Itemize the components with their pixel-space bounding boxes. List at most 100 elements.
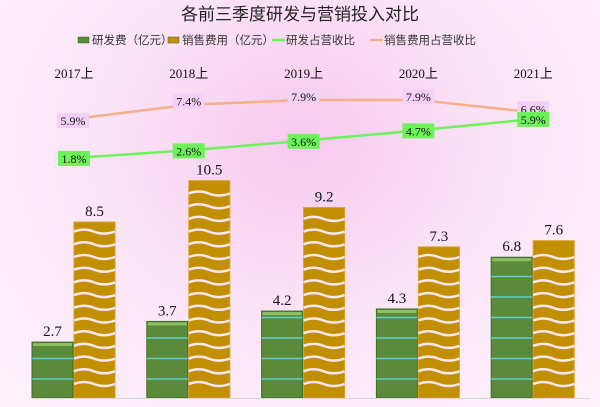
- point-label-bg: [287, 88, 320, 104]
- bar-stripe: [303, 380, 346, 388]
- chart-title: 各前三季度研发与营销投入对比: [181, 5, 419, 24]
- category-label: 2021上: [514, 66, 553, 81]
- rd-bar: [261, 310, 304, 399]
- point-value-label: 7.9%: [291, 90, 316, 104]
- bar-stripe: [417, 291, 460, 299]
- legend-swatch-0: [77, 36, 90, 44]
- bar-value-label: 9.2: [315, 190, 334, 206]
- bar-stripe: [188, 266, 231, 273]
- bar-value-label: 10.5: [196, 163, 222, 179]
- bar-stripe: [532, 279, 575, 286]
- category-labels: 2017上 2018上 2019上 2020上 2021上: [54, 66, 552, 81]
- bar-stripe: [303, 329, 346, 337]
- sales-bar: [188, 180, 231, 399]
- bar-stripe: [532, 253, 575, 261]
- bar-stripe: [303, 266, 346, 273]
- point-value-label: 7.4%: [176, 95, 201, 109]
- bar-stripe: [188, 202, 231, 210]
- point-label-bg: [58, 150, 90, 166]
- bar-stripe: [303, 368, 346, 375]
- bar-stripe: [417, 279, 460, 286]
- point-label-bg: [287, 133, 320, 149]
- bar-value-label: 2.7: [43, 324, 62, 340]
- bar-stripe: [73, 241, 116, 248]
- point-label-bg: [402, 88, 435, 104]
- bar-stripe: [532, 291, 575, 299]
- bar-stripe: [188, 304, 231, 312]
- bar-stripe: [303, 279, 346, 286]
- bar-stripe: [303, 215, 346, 223]
- bar-stripe: [73, 329, 116, 337]
- bar-stripe: [303, 317, 346, 324]
- legend-label-0: 研发费（亿元）: [92, 33, 173, 47]
- bar-value-label: 7.6: [544, 223, 563, 239]
- bar-stripe: [73, 266, 116, 273]
- category-label: 2017上: [54, 66, 93, 81]
- bar-stripe: [303, 304, 346, 312]
- bar-stripe: [188, 279, 231, 286]
- legend-label-3: 销售费用占营收比: [384, 33, 476, 47]
- bar-stripe: [188, 190, 231, 197]
- bar-value-label: 6.8: [502, 239, 521, 255]
- bar-stripe: [188, 368, 231, 375]
- bar-stripe: [73, 304, 116, 312]
- bar-stripe: [73, 380, 116, 388]
- point-value-label: 2.6%: [176, 144, 201, 158]
- bar-stripe: [303, 241, 346, 248]
- bar-stripe: [73, 228, 116, 235]
- point-value-label: 7.9%: [406, 90, 431, 104]
- bar-highlight: [377, 309, 417, 313]
- point-value-label: 5.9%: [521, 113, 546, 127]
- bar-stripe: [188, 329, 231, 337]
- bar-stripe: [532, 304, 575, 312]
- bar-stripe: [417, 380, 460, 388]
- bar-stripe: [417, 266, 460, 273]
- bar-highlight: [262, 312, 302, 316]
- point-value-label: 1.8%: [62, 152, 87, 166]
- category-label: 2018上: [169, 66, 208, 81]
- bar-stripe: [73, 253, 116, 261]
- rd-bar: [146, 320, 189, 399]
- point-label-bg: [172, 93, 205, 109]
- legend: 研发费（亿元） 销售费用（亿元） 研发占营收比 销售费用占营收比: [77, 33, 476, 47]
- point-label-bg: [57, 112, 89, 128]
- legend-label-1: 销售费用（亿元）: [182, 33, 274, 47]
- bars: 2.7 3.7 4.2 4.3 6.8 8.5 10.5 9.2 7.3 7.6: [31, 163, 575, 399]
- bar-stripe: [303, 253, 346, 261]
- lines: 5.9%7.4% 7.9% 7.9%6.6%1.8%2.6%3.6%4.7%5.9%: [57, 88, 550, 166]
- bar-highlight: [147, 322, 187, 326]
- bar-stripe: [417, 253, 460, 261]
- category-label: 2020上: [399, 66, 438, 81]
- bar-value-label: 7.3: [430, 229, 449, 245]
- bar-stripe: [73, 279, 116, 286]
- bar-stripe: [532, 317, 575, 324]
- point-value-label: 5.9%: [61, 114, 86, 128]
- rd-bar: [490, 256, 533, 399]
- category-label: 2019上: [284, 66, 323, 81]
- bar-stripe: [303, 342, 346, 350]
- bar-stripe: [188, 380, 231, 388]
- bar-stripe: [417, 342, 460, 350]
- bar-stripe: [532, 329, 575, 337]
- point-value-label: 3.6%: [291, 135, 316, 149]
- bar-value-label: 8.5: [85, 204, 104, 220]
- bar-stripe: [532, 368, 575, 375]
- bar-stripe: [73, 342, 116, 350]
- point-label-bg: [517, 111, 550, 127]
- bar-stripe: [188, 228, 231, 235]
- bar-stripe: [303, 355, 346, 362]
- bar-stripe: [73, 368, 116, 375]
- bar-stripe: [188, 253, 231, 261]
- bar-stripe: [73, 317, 116, 324]
- bar-value-label: 4.3: [388, 291, 407, 307]
- bar-highlight: [492, 258, 532, 262]
- point-label-bg: [172, 143, 205, 159]
- legend-label-2: 研发占营收比: [286, 33, 355, 47]
- bar-stripe: [532, 266, 575, 273]
- bar-stripe: [188, 342, 231, 350]
- bar-stripe: [417, 355, 460, 362]
- bar-highlight: [33, 343, 72, 347]
- rd-bar: [375, 308, 418, 399]
- bar-stripe: [417, 329, 460, 337]
- bar-stripe: [73, 355, 116, 362]
